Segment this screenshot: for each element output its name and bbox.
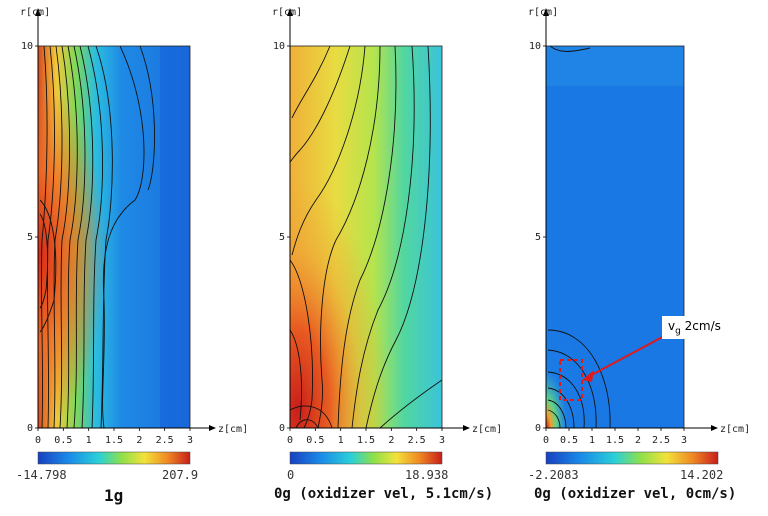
panel-2-ytick-label: 0: [279, 423, 285, 434]
panel-3-z-arrowhead: [711, 425, 718, 431]
panel-1-xtick-label: 1: [86, 435, 92, 446]
panel-3-xtick-label: 0.5: [560, 435, 578, 446]
velocity-subscript: g: [675, 326, 681, 337]
colorbar-3-max: 14.202: [680, 468, 724, 482]
panel-1-ytick-label: 0: [27, 423, 33, 434]
panel-3-hotspot: [546, 46, 684, 428]
annotation-arrow: [585, 333, 669, 379]
panel-1-z-arrowhead: [209, 425, 216, 431]
panel-3-caption: 0g (oxidizer vel, 0cm/s): [534, 486, 737, 502]
colorbar-3-gradient: [545, 451, 719, 465]
panel-2-ytick-label: 10: [273, 41, 285, 52]
colorbar-3: [545, 451, 719, 465]
colorbar-1: [37, 451, 191, 465]
panel-1-caption: 1g: [104, 486, 124, 505]
panel-3-xlabel: z[cm]: [720, 424, 750, 435]
panel-1-r-arrowhead: [35, 8, 41, 16]
panel-1-xtick-label: 1.5: [105, 435, 123, 446]
colorbar-2: [289, 451, 443, 465]
panel-1-xtick-label: 0: [35, 435, 41, 446]
velocity-value: 2cm/s: [680, 319, 721, 333]
panel-2-xtick-label: 1.5: [357, 435, 375, 446]
panel-3-xtick-label: 1: [589, 435, 595, 446]
panel-2-ylabel: r[cm]: [272, 7, 302, 18]
panel-1-right-band: [160, 46, 190, 428]
panel-2-xtick-label: 2: [388, 435, 394, 446]
panel-1-xtick-label: 3: [187, 435, 193, 446]
panel-3-xtick-label: 2.5: [652, 435, 670, 446]
panel-1-xtick-label: 2.5: [156, 435, 174, 446]
colorbar-1-gradient: [37, 451, 191, 465]
panel-1-xlabel: z[cm]: [218, 424, 248, 435]
velocity-annotation: vg 2cm/s: [662, 316, 727, 340]
panel-3-xtick-label: 1.5: [606, 435, 624, 446]
velocity-symbol: v: [668, 319, 676, 333]
panel-1-contours: [39, 45, 156, 429]
panel-2-xtick-label: 2.5: [408, 435, 426, 446]
panel-2: [289, 45, 443, 429]
panel-1-xtick-label: 0.5: [54, 435, 72, 446]
colorbar-3-min: -2.2083: [528, 468, 579, 482]
panel-3-xtick-label: 0: [543, 435, 549, 446]
panel-2-r-arrowhead: [287, 8, 293, 16]
panel-2-caption: 0g (oxidizer vel, 5.1cm/s): [274, 486, 494, 502]
colorbar-2-gradient: [289, 451, 443, 465]
panel-2-xlabel: z[cm]: [472, 424, 502, 435]
colorbar-1-min: -14.798: [16, 468, 67, 482]
panel-2-xtick-label: 0: [287, 435, 293, 446]
panel-3-ytick-label: 5: [535, 232, 541, 243]
colorbar-1-max: 207.9: [162, 468, 199, 482]
panel-2-contours: [289, 45, 443, 429]
panel-2-xtick-label: 0.5: [306, 435, 324, 446]
panel-3-ytick-label: 0: [535, 423, 541, 434]
panel-3-xtick-label: 2: [635, 435, 641, 446]
panel-3-r-arrowhead: [543, 8, 549, 16]
panel-2-xtick-label: 1: [338, 435, 344, 446]
colorbar-2-max: 18.938: [405, 468, 449, 482]
panel-1-ytick-label: 10: [21, 41, 33, 52]
panel-2-xtick-label: 3: [439, 435, 445, 446]
panel-3-xtick-label: 3: [681, 435, 687, 446]
panel-2-z-arrowhead: [463, 425, 470, 431]
panel-3-contours: [547, 45, 611, 429]
colorbar-2-min: 0: [287, 468, 295, 482]
panel-1: [37, 45, 191, 429]
annotation-arrowhead: [582, 370, 594, 382]
panel-3-ytick-label: 10: [529, 41, 541, 52]
panel-3: [545, 45, 685, 429]
panel-3-ylabel: r[cm]: [528, 7, 558, 18]
panel-1-xtick-label: 2: [136, 435, 142, 446]
panel-2-ytick-label: 5: [279, 232, 285, 243]
panel-1-ylabel: r[cm]: [20, 7, 50, 18]
panel-1-ytick-label: 5: [27, 232, 33, 243]
panel-2-hotspot: [290, 46, 442, 428]
